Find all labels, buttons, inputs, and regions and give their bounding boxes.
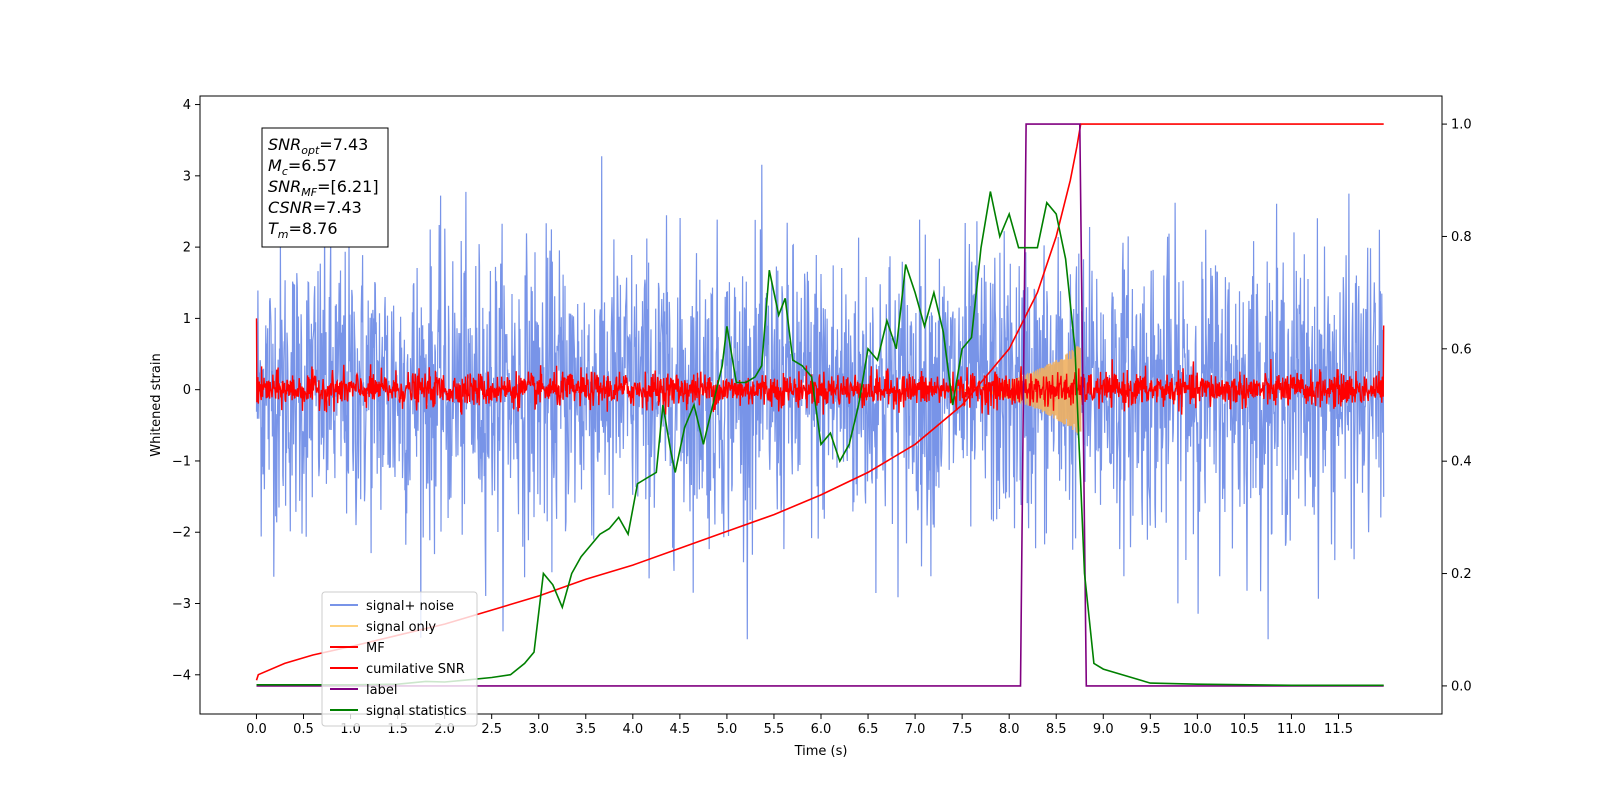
x-tick-label: 7.0 <box>905 722 926 737</box>
legend-frame <box>321 591 478 727</box>
x-tick-label: 9.0 <box>1093 722 1114 737</box>
x-tick-label: 3.0 <box>528 722 549 737</box>
annotation-line: CSNR=7.43 <box>268 198 362 217</box>
x-tick-label: 11.5 <box>1324 722 1353 737</box>
legend-label: signal+ noise <box>366 599 454 614</box>
y-tick-label: 3 <box>183 169 191 184</box>
y-right-tick-label: 0.2 <box>1451 567 1472 582</box>
series-signal-noise <box>255 156 1385 640</box>
x-tick-label: 9.5 <box>1140 722 1161 737</box>
x-tick-label: 3.5 <box>575 722 596 737</box>
legend-label: signal statistics <box>366 704 467 719</box>
x-axis-label: Time (s) <box>794 744 848 759</box>
series-mf <box>255 318 1385 415</box>
x-tick-label: 4.0 <box>622 722 643 737</box>
series-label <box>256 123 1384 687</box>
legend-label: signal only <box>366 620 436 635</box>
x-tick-label: 6.0 <box>811 722 832 737</box>
x-tick-label: 10.0 <box>1183 722 1212 737</box>
y-tick-label: −2 <box>172 526 191 541</box>
annotation-line: Mc=6.57 <box>268 156 337 178</box>
x-tick-label: 10.5 <box>1230 722 1259 737</box>
x-tick-label: 7.5 <box>952 722 973 737</box>
x-tick-label: 6.5 <box>858 722 879 737</box>
x-tick-label: 11.0 <box>1277 722 1306 737</box>
series-signal-statistics <box>256 191 1384 687</box>
y-tick-label: 4 <box>183 98 191 113</box>
y-right-tick-label: 0.8 <box>1451 230 1472 245</box>
y-right-tick-label: 0.6 <box>1451 342 1472 357</box>
y-tick-label: 0 <box>183 383 191 398</box>
y-right-tick-label: 0.0 <box>1451 679 1472 694</box>
x-tick-label: 8.5 <box>1046 722 1067 737</box>
y-tick-label: −3 <box>172 597 191 612</box>
x-tick-label: 2.5 <box>481 722 502 737</box>
legend-label: MF <box>366 641 385 656</box>
y-tick-label: 2 <box>183 241 191 256</box>
annotation-line: Tm=8.76 <box>268 219 338 241</box>
y-axis-left: 4 3 2 1 0 −1 −2 −3 −4 <box>172 98 200 683</box>
legend-label: label <box>366 683 397 698</box>
annotation-frame <box>261 127 389 248</box>
legend-label: cumilative SNR <box>366 662 465 677</box>
x-tick-label: 5.0 <box>717 722 738 737</box>
y-right-tick-label: 0.4 <box>1451 455 1472 470</box>
x-tick-label: 8.0 <box>999 722 1020 737</box>
y-axis-right: 1.0 0.8 0.6 0.4 0.2 0.0 <box>1442 118 1472 694</box>
x-tick-label: 0.0 <box>246 722 267 737</box>
annotation-line: SNRopt=7.43 <box>268 135 368 157</box>
y-tick-label: −1 <box>172 454 191 469</box>
x-tick-label: 5.5 <box>764 722 785 737</box>
x-tick-label: 4.5 <box>670 722 691 737</box>
y-right-tick-label: 1.0 <box>1451 118 1472 133</box>
y-axis-label: Whitened strain <box>149 353 164 456</box>
y-tick-label: −4 <box>172 668 191 683</box>
legend: signal+ noise signal only MF cumilative SNR… <box>321 591 478 727</box>
x-tick-label: 0.5 <box>293 722 314 737</box>
annotation-line: SNRMF=[6.21] <box>268 177 379 199</box>
y-tick-label: 1 <box>183 312 191 327</box>
